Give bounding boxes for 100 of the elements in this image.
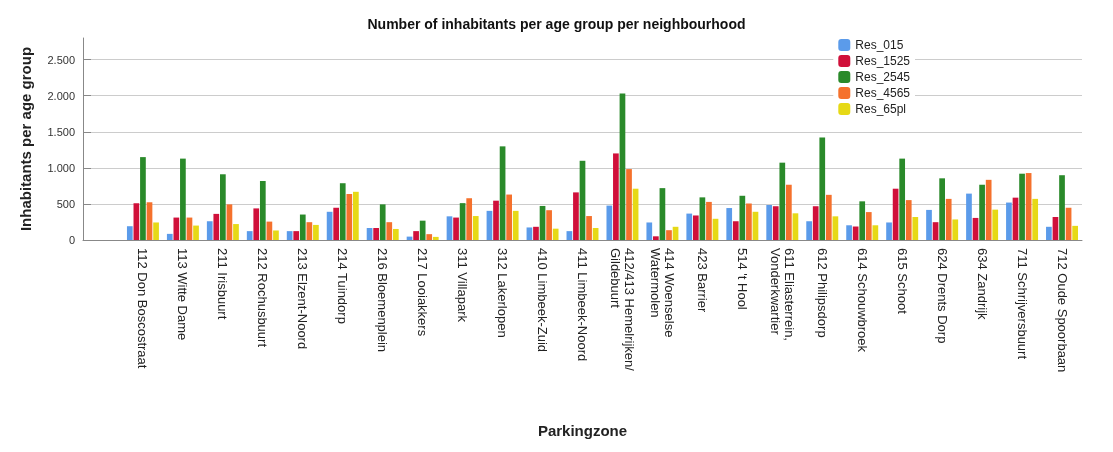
bar xyxy=(140,157,146,240)
bar xyxy=(453,217,459,240)
x-axis-title: Parkingzone xyxy=(537,422,628,439)
bar xyxy=(1059,175,1065,240)
bar xyxy=(772,206,779,240)
bar xyxy=(739,195,746,240)
bar xyxy=(766,205,773,240)
bar xyxy=(466,198,473,240)
y-tick-label: 2.500 xyxy=(47,53,75,66)
bar xyxy=(472,216,479,240)
bar xyxy=(213,213,220,240)
bar xyxy=(746,203,752,240)
bar xyxy=(872,225,879,240)
legend-label: Res_2545 xyxy=(855,70,911,84)
x-tick-label: 611 Eliasterrein, Vonderkwartier xyxy=(767,248,797,345)
bar xyxy=(779,162,786,240)
bar xyxy=(333,207,340,240)
bar xyxy=(392,228,399,240)
bar xyxy=(1072,225,1078,240)
bar xyxy=(886,222,892,240)
x-tick-label: 213 Elzent-Noord xyxy=(295,248,311,350)
bar xyxy=(952,219,959,240)
bar xyxy=(166,233,173,240)
bar xyxy=(726,208,733,240)
bar xyxy=(246,231,253,240)
chart-title: Number of inhabitants per age group per neighbourhood xyxy=(367,16,746,32)
bar xyxy=(206,221,213,240)
bar xyxy=(220,174,226,240)
bar xyxy=(286,231,293,240)
y-tick-label: 500 xyxy=(56,197,75,210)
bar xyxy=(552,228,559,240)
bar xyxy=(586,216,592,240)
bar xyxy=(905,200,912,240)
bar xyxy=(379,204,386,240)
bar xyxy=(653,236,659,240)
x-tick-label: 312 Lakerlopen xyxy=(495,248,511,338)
legend-label: Res_65pl xyxy=(855,102,906,116)
bar xyxy=(646,222,653,240)
x-tick-label: 410 Limbeek-Zuid xyxy=(535,248,551,353)
bar xyxy=(259,181,266,240)
bar xyxy=(493,200,499,240)
bar xyxy=(373,228,379,240)
y-tick-label: 0 xyxy=(68,234,75,246)
bar xyxy=(293,231,300,240)
bar xyxy=(546,210,552,240)
bar xyxy=(533,226,539,240)
bar xyxy=(613,153,619,240)
bar xyxy=(706,201,712,240)
bar xyxy=(912,216,919,240)
bar xyxy=(686,213,693,240)
x-tick-label: 212 Rochusbuurt xyxy=(255,248,271,348)
bar xyxy=(180,158,186,240)
y-axis-title: Inhabitants per age group xyxy=(17,46,34,232)
x-tick-label: 615 Schoot xyxy=(894,248,910,315)
bar xyxy=(846,225,852,240)
bar xyxy=(299,214,306,240)
bar xyxy=(1019,173,1025,240)
bar xyxy=(606,205,613,240)
bar xyxy=(626,169,632,240)
bar xyxy=(812,206,819,240)
bar xyxy=(353,191,359,240)
x-tick-label: 712 Oude Spoorbaan xyxy=(1054,248,1070,373)
bar xyxy=(852,226,859,240)
bar xyxy=(859,201,866,240)
y-tick-label: 2.000 xyxy=(47,89,75,102)
x-tick-label: 217 Looiakkers xyxy=(415,248,431,337)
bar xyxy=(945,198,952,240)
x-tick-label: 614 Schouwbroek xyxy=(854,248,870,353)
bar xyxy=(939,178,945,240)
bar xyxy=(193,225,199,240)
bar xyxy=(526,227,533,240)
bar xyxy=(1046,226,1052,240)
bar xyxy=(899,158,906,240)
bar xyxy=(979,184,985,240)
bar xyxy=(692,215,699,240)
bar xyxy=(732,221,739,240)
bar xyxy=(1006,202,1012,240)
legend-label: Res_015 xyxy=(855,38,904,52)
bar xyxy=(339,183,346,240)
bar xyxy=(512,210,519,240)
x-tick-label: 311 Villapark xyxy=(455,248,471,323)
x-tick-label: 711 Schrijversbuurt xyxy=(1014,248,1030,360)
bar xyxy=(992,209,999,240)
bar xyxy=(313,224,319,240)
bar xyxy=(306,222,313,240)
bar xyxy=(432,236,439,240)
x-tick-label: 214 Tuindorp xyxy=(335,248,351,324)
bar xyxy=(966,193,972,240)
bar xyxy=(386,222,393,240)
legend-label: Res_1525 xyxy=(855,54,911,68)
bar xyxy=(233,224,239,240)
bar xyxy=(926,209,932,240)
bar xyxy=(346,193,353,240)
bar xyxy=(786,184,792,240)
y-tick-label: 1.000 xyxy=(47,161,75,174)
x-tick-label: 411 Limbeek-Noord xyxy=(575,248,590,362)
bar xyxy=(506,194,512,240)
x-tick-label: 112 Don Boscostraat xyxy=(135,248,151,369)
x-tick-label: 514 't Hool xyxy=(734,248,750,310)
bar xyxy=(173,217,180,240)
